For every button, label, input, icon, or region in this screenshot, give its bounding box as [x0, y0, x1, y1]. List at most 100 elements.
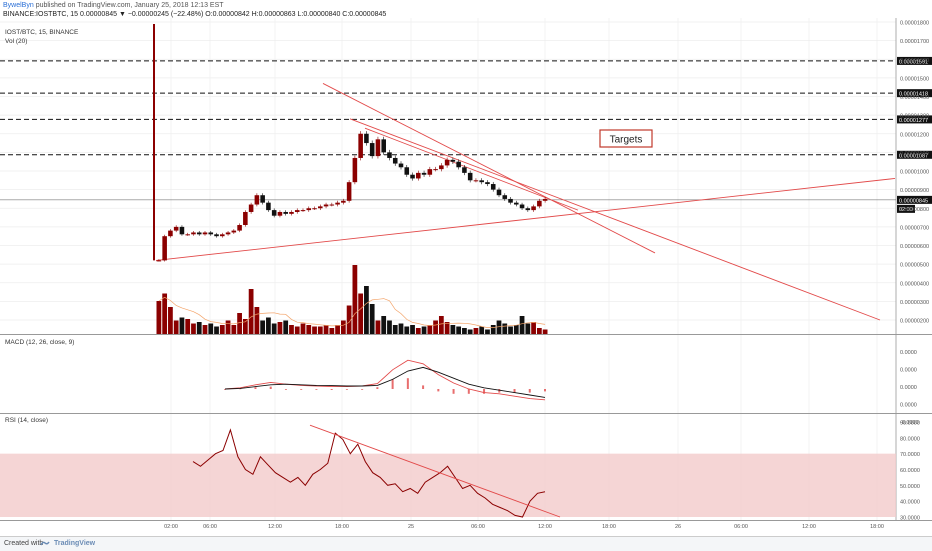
volume-ma-line: [158, 296, 546, 328]
volume-bar: [525, 323, 531, 334]
volume-bar: [225, 320, 231, 334]
time-tick-label: 25: [408, 524, 414, 530]
trendlines: [155, 83, 896, 321]
macd-histogram-bar: [361, 389, 364, 390]
candle: [439, 165, 444, 170]
volume-bar: [502, 323, 508, 334]
volume-bar: [289, 325, 294, 334]
macd-histogram-bar: [315, 389, 318, 390]
macd-histogram-bar: [513, 389, 516, 393]
volume-bar: [168, 307, 173, 334]
targets-box[interactable]: [599, 129, 653, 148]
price-tick-label: 0.00001100: [900, 151, 929, 157]
candle: [398, 163, 404, 168]
candle: [277, 211, 283, 216]
candle: [392, 157, 398, 164]
candle: [410, 174, 415, 179]
candle: [300, 210, 306, 212]
candle: [156, 260, 162, 262]
volume-bar: [392, 325, 398, 334]
trading-chart[interactable]: 0.00001591 0.00001418 0.00001277 0.00001087…: [0, 0, 932, 536]
macd-histogram-bar: [406, 378, 409, 389]
candle: [289, 211, 294, 214]
candle: [341, 200, 346, 203]
target-levels: 0.00001591 0.00001418 0.00001277 0.00001087…: [0, 56, 932, 213]
candle: [173, 226, 179, 231]
price-tick-label: 0.00001400: [900, 95, 929, 101]
candle: [294, 210, 300, 212]
volume-bar: [462, 328, 467, 334]
candle: [444, 159, 450, 166]
candle: [202, 232, 208, 235]
candle: [162, 236, 167, 261]
rsi-tick-label: 80.0000: [900, 436, 920, 442]
candle: [433, 169, 438, 171]
time-tick-label: 26: [675, 524, 681, 530]
candle: [283, 211, 288, 214]
volume-bar: [381, 316, 387, 334]
price-tick-label: 0.00000600: [900, 244, 929, 250]
trendline: [349, 118, 881, 321]
time-tick-label: 12:00: [802, 524, 816, 530]
price-tick-label: 0.00001300: [900, 114, 929, 120]
volume-bar: [254, 307, 260, 334]
price-tick-label: 0.00000800: [900, 207, 929, 213]
author-link[interactable]: BywelByn: [3, 2, 34, 9]
volume-bar: [277, 322, 283, 334]
candle: [387, 152, 392, 158]
price-tick-label: 0.00000500: [900, 263, 929, 269]
rsi-tick-label: 50.0000: [900, 484, 920, 490]
candle: [254, 195, 260, 205]
volume-bar: [473, 328, 479, 334]
volume-bar: [398, 323, 404, 334]
target-level-tag: [897, 56, 932, 65]
candle: [508, 198, 513, 203]
price-tick-label: 0.00000700: [900, 225, 929, 231]
candle: [473, 180, 479, 182]
candle: [375, 139, 381, 157]
time-tick-label: 02:00: [164, 524, 178, 530]
time-tick-label: 06:00: [203, 524, 217, 530]
countdown-tag: [897, 204, 915, 213]
candle: [462, 167, 467, 173]
rsi-tick-label: 40.0000: [900, 500, 920, 506]
created-with: Created with: [4, 540, 44, 547]
candle: [231, 230, 237, 233]
volume-bar: [173, 320, 179, 334]
volume-bar: [156, 301, 162, 334]
candle: [196, 232, 202, 235]
tradingview-brand[interactable]: TradingView: [54, 540, 96, 547]
rsi-title: RSI (14, close): [5, 417, 48, 424]
volume-bar: [479, 326, 485, 334]
target-level-label: 0.00001277: [899, 118, 928, 124]
candle: [225, 232, 231, 235]
macd-histogram-bar: [483, 389, 486, 394]
volume-bar: [202, 325, 208, 334]
candle: [485, 182, 490, 185]
volume-bar: [542, 329, 548, 334]
candle: [335, 202, 340, 205]
candle: [531, 206, 536, 211]
volume-bar: [404, 326, 410, 334]
macd-tick-label: 0.0000: [900, 403, 917, 409]
rsi-band: [0, 453, 896, 517]
volume-bar: [415, 328, 421, 334]
target-level-label: 0.00001418: [899, 92, 928, 98]
candle: [237, 225, 242, 231]
macd-tick-label: 0.0000: [900, 368, 917, 374]
rsi-tick-label: 30.0000: [900, 516, 920, 522]
rsi-pane: 90.0000 80.0000 70.0000 60.0000 50.0000 40.00…: [192, 421, 920, 522]
macd-histogram-bar: [437, 389, 440, 392]
candle: [537, 200, 542, 207]
volume-bar: [531, 322, 536, 334]
target-level-tag: [897, 150, 932, 159]
price-tick-label: 0.00001200: [900, 132, 929, 138]
time-tick-label: 18:00: [602, 524, 616, 530]
candle: [329, 204, 335, 206]
candle: [260, 195, 265, 203]
candle: [191, 232, 196, 235]
volume-bar: [306, 325, 312, 334]
volume-bar: [450, 325, 456, 334]
candle: [271, 210, 277, 216]
volume-bar: [364, 286, 369, 334]
